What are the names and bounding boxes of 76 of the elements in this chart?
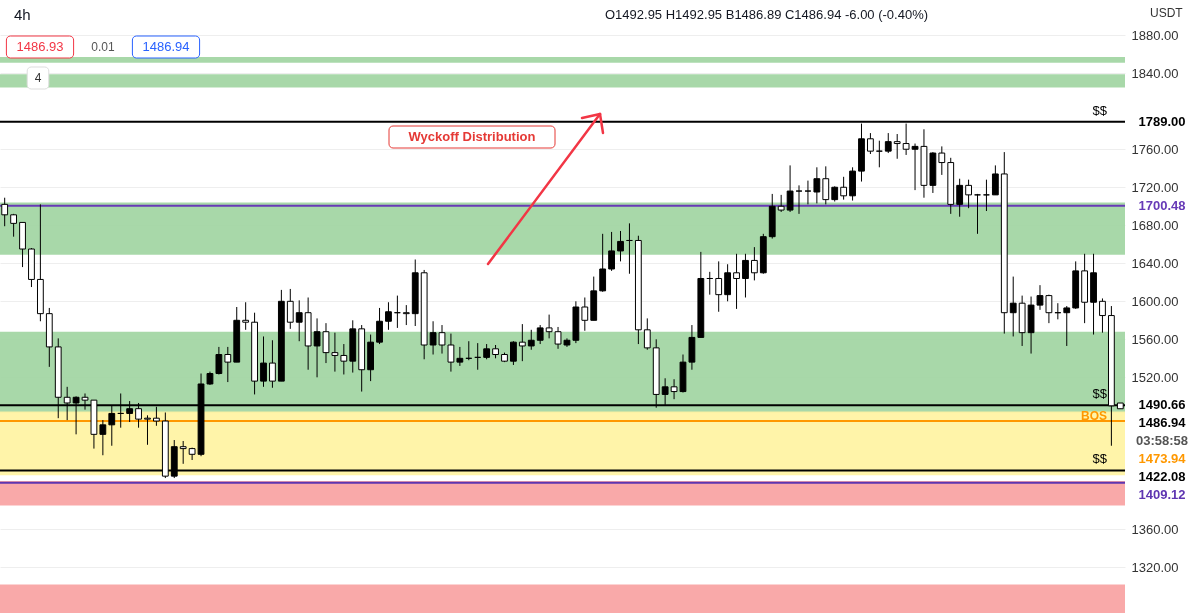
ref-line-label: 1409.12	[1138, 487, 1186, 503]
candlestick	[269, 339, 276, 389]
candlestick	[608, 231, 615, 272]
candlestick	[456, 346, 464, 367]
ref-line-label: 1473.94	[1138, 451, 1187, 467]
candlestick	[795, 184, 803, 215]
annotation: O1492.95 H1492.95 B1486.89 C1486.94 -6.00 (-0.40%)	[605, 7, 929, 22]
candlestick	[144, 414, 151, 446]
text: 03:58:58	[1135, 433, 1189, 449]
candlestick	[581, 297, 589, 332]
y-tick-label: 1560.00	[1131, 331, 1179, 347]
candlestick	[518, 323, 526, 362]
candlestick	[786, 164, 794, 213]
candlestick	[893, 133, 901, 160]
y-tick-label: 1840.00	[1131, 65, 1179, 81]
candlestick	[295, 299, 303, 342]
y-tick-label: 1760.00	[1131, 141, 1179, 157]
text: USDT	[1150, 6, 1184, 20]
annotation: Wyckoff Distribution	[408, 129, 536, 144]
y-tick-label: 1640.00	[1131, 255, 1179, 271]
candlestick	[875, 140, 883, 168]
candlestick	[376, 307, 383, 345]
y-tick-label: 1720.00	[1131, 179, 1179, 195]
candlestick	[813, 166, 821, 204]
y-tick-label: 1360.00	[1131, 521, 1179, 537]
candlestick	[510, 340, 517, 366]
candlestick	[385, 301, 392, 331]
candlestick	[179, 440, 187, 465]
candlestick	[527, 329, 535, 351]
annotation: 1486.93	[16, 39, 64, 54]
annotation: 4	[34, 71, 42, 85]
candlestick	[643, 317, 651, 351]
candlestick	[742, 253, 749, 298]
candlestick	[715, 260, 723, 313]
candlestick	[224, 346, 232, 383]
candlestick	[991, 164, 999, 196]
y-tick-label: 1880.00	[1131, 27, 1179, 43]
ref-line-label: 1700.48	[1138, 197, 1186, 213]
candlestick	[750, 246, 758, 281]
candlestick	[402, 304, 410, 326]
ref-line-label: 1422.08	[1138, 469, 1186, 485]
annotation: $$	[1092, 386, 1108, 402]
candlestick	[242, 301, 250, 331]
candlestick	[1063, 305, 1071, 347]
y-tick-label: 1600.00	[1131, 293, 1179, 309]
candlestick	[804, 180, 812, 205]
ref-line-label: 1789.00	[1138, 113, 1186, 129]
chart-title: 4h	[14, 6, 31, 23]
candlestick	[822, 165, 830, 205]
candlestick	[884, 132, 892, 154]
candlestick	[286, 288, 294, 330]
candlestick	[260, 335, 267, 388]
candlestick	[733, 253, 740, 310]
y-tick-label: 1520.00	[1131, 369, 1179, 385]
candlestick	[1009, 276, 1017, 337]
annotation: BOS	[1080, 409, 1107, 424]
annotation: 1486.94	[142, 39, 190, 54]
ref-line-label: 1490.66	[1138, 397, 1186, 413]
annotation: 0.01	[91, 40, 115, 54]
candlestick	[867, 132, 874, 155]
candlestick	[840, 176, 848, 201]
y-tick-label: 1320.00	[1131, 559, 1179, 575]
candlestick	[1099, 297, 1106, 334]
y-tick-label: 1680.00	[1131, 217, 1179, 233]
candlestick	[599, 233, 607, 293]
candlestick	[340, 343, 348, 375]
text: 1486.94	[1138, 415, 1187, 431]
annotation: $$	[1092, 451, 1108, 467]
candlestick	[956, 178, 964, 218]
candlestick	[536, 324, 544, 345]
candlestick	[617, 230, 624, 262]
annotation: $$	[1092, 102, 1108, 118]
candlestick	[938, 145, 946, 176]
candlestick	[724, 263, 732, 302]
candlestick	[99, 419, 107, 456]
candlestick	[965, 179, 972, 209]
